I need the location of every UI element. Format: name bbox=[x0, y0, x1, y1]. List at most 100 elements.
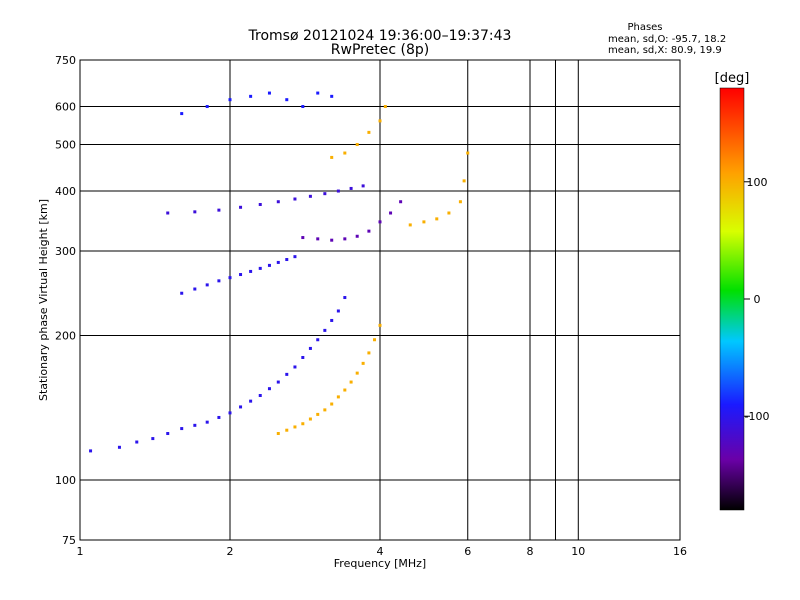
echo-point bbox=[316, 412, 320, 416]
echo-point bbox=[343, 151, 347, 155]
echo-point bbox=[228, 411, 232, 415]
x-tick-label: 4 bbox=[377, 545, 384, 558]
colorbar: [deg] 100 0 -100 bbox=[715, 71, 769, 511]
echo-point bbox=[343, 296, 347, 300]
echo-point bbox=[276, 432, 280, 436]
x-tick-label: 2 bbox=[227, 545, 234, 558]
echo-point bbox=[349, 186, 353, 190]
echo-point bbox=[308, 417, 312, 421]
echo-point bbox=[378, 220, 382, 224]
echo-point bbox=[367, 229, 371, 233]
echo-point bbox=[361, 184, 365, 188]
echo-point bbox=[301, 236, 305, 240]
y-tick-label: 300 bbox=[55, 245, 76, 258]
echo-point bbox=[323, 408, 327, 412]
echo-point bbox=[373, 338, 377, 342]
echo-point bbox=[330, 94, 334, 98]
x-tick-label: 10 bbox=[571, 545, 585, 558]
grid-lines bbox=[80, 60, 680, 540]
stats-box: Phases mean, sd,O: -95.7, 18.2 mean, sd,… bbox=[608, 22, 726, 56]
echo-point bbox=[447, 211, 451, 215]
echo-point bbox=[330, 318, 334, 322]
echo-point bbox=[343, 237, 347, 241]
echo-point bbox=[249, 94, 253, 98]
echo-point bbox=[239, 205, 243, 209]
echo-point bbox=[308, 194, 312, 198]
echo-point bbox=[285, 428, 289, 432]
x-axis-ticks: 1 2 4 6 8 10 16 bbox=[77, 545, 688, 558]
echo-point bbox=[301, 105, 305, 109]
echo-point bbox=[258, 202, 262, 206]
echo-point bbox=[308, 346, 312, 350]
stats-line-o: mean, sd,O: -95.7, 18.2 bbox=[608, 34, 726, 45]
y-tick-label: 750 bbox=[55, 54, 76, 67]
x-tick-label: 6 bbox=[464, 545, 471, 558]
echo-point bbox=[135, 440, 139, 444]
echo-point bbox=[285, 258, 289, 262]
chart-title: Tromsø 20121024 19:36:00–19:37:43 bbox=[248, 28, 512, 44]
echo-point bbox=[228, 276, 232, 280]
x-tick-label: 8 bbox=[527, 545, 534, 558]
trace bbox=[89, 296, 347, 453]
chart-subtitle: RwPretec (8p) bbox=[331, 42, 429, 58]
echo-point bbox=[180, 291, 184, 295]
echo-point bbox=[276, 200, 280, 204]
echo-point bbox=[217, 279, 221, 283]
echo-point bbox=[316, 237, 320, 241]
stats-line-x: mean, sd,X: 80.9, 19.9 bbox=[608, 45, 722, 56]
echo-point bbox=[239, 273, 243, 277]
y-tick-label: 200 bbox=[55, 330, 76, 343]
echo-point bbox=[117, 445, 121, 449]
trace bbox=[276, 323, 382, 436]
echo-point bbox=[228, 98, 232, 102]
echo-point bbox=[355, 143, 359, 147]
trace bbox=[301, 200, 403, 242]
x-tick-label: 16 bbox=[673, 545, 687, 558]
data-points bbox=[89, 91, 470, 453]
echo-point bbox=[258, 394, 262, 398]
x-axis-label: Frequency [MHz] bbox=[334, 557, 426, 570]
echo-point bbox=[239, 405, 243, 409]
echo-point bbox=[323, 328, 327, 332]
echo-point bbox=[193, 210, 197, 214]
colorbar-gradient bbox=[719, 87, 745, 511]
echo-point bbox=[462, 179, 466, 183]
colorbar-label: [deg] bbox=[715, 71, 750, 86]
echo-point bbox=[378, 323, 382, 327]
echo-point bbox=[249, 269, 253, 273]
echo-point bbox=[367, 351, 371, 355]
echo-point bbox=[330, 238, 334, 242]
echo-point bbox=[276, 260, 280, 264]
echo-point bbox=[217, 208, 221, 212]
y-tick-label: 75 bbox=[62, 534, 76, 547]
echo-point bbox=[383, 105, 387, 109]
x-tick-label: 1 bbox=[77, 545, 84, 558]
echo-point bbox=[349, 380, 353, 384]
echo-point bbox=[316, 338, 320, 342]
trace bbox=[180, 91, 334, 116]
echo-point bbox=[267, 387, 271, 391]
echo-point bbox=[276, 380, 280, 384]
echo-point bbox=[355, 234, 359, 238]
echo-point bbox=[422, 220, 426, 224]
y-tick-label: 600 bbox=[55, 101, 76, 114]
y-tick-label: 400 bbox=[55, 185, 76, 198]
echo-point bbox=[205, 105, 209, 109]
echo-point bbox=[267, 91, 271, 95]
trace bbox=[330, 105, 470, 227]
echo-point bbox=[367, 130, 371, 134]
echo-point bbox=[285, 372, 289, 376]
echo-point bbox=[166, 432, 170, 436]
y-tick-label: 100 bbox=[55, 474, 76, 487]
echo-point bbox=[458, 200, 462, 204]
echo-point bbox=[389, 211, 393, 215]
echo-point bbox=[293, 365, 297, 369]
echo-point bbox=[466, 151, 470, 155]
echo-point bbox=[361, 361, 365, 365]
echo-point bbox=[180, 112, 184, 116]
echo-point bbox=[166, 211, 170, 215]
echo-point bbox=[301, 355, 305, 359]
echo-point bbox=[408, 223, 412, 227]
echo-point bbox=[435, 217, 439, 221]
